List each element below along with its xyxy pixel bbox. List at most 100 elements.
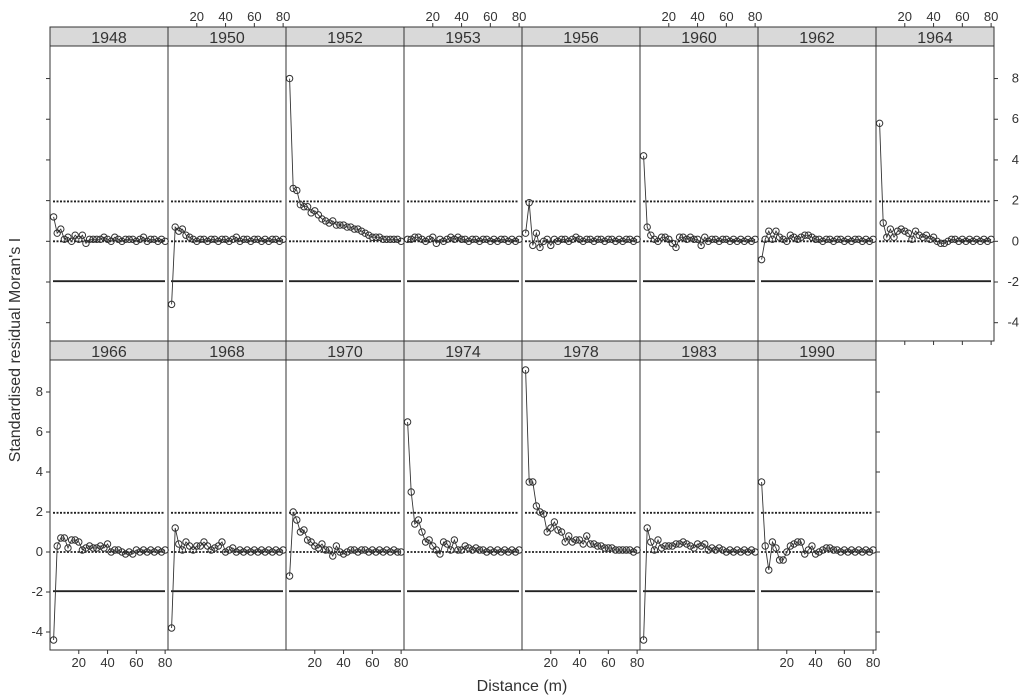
data-point xyxy=(318,540,326,548)
data-point xyxy=(421,538,430,546)
data-point xyxy=(218,235,226,243)
data-point xyxy=(865,548,874,556)
data-point xyxy=(203,237,212,246)
x-axis-label: Distance (m) xyxy=(477,678,568,695)
panel-frame xyxy=(403,359,523,651)
data-point xyxy=(622,235,631,243)
x-tick-label: 80 xyxy=(984,9,998,24)
data-point xyxy=(107,548,115,556)
data-point xyxy=(393,548,402,556)
data-point xyxy=(883,233,891,241)
data-point xyxy=(501,235,509,243)
data-point xyxy=(783,237,791,246)
data-point xyxy=(708,235,716,243)
data-point xyxy=(668,542,677,550)
data-point xyxy=(193,237,201,246)
data-point xyxy=(783,548,791,556)
data-point xyxy=(167,624,176,632)
data-point xyxy=(583,235,591,243)
x-tick-label: 20 xyxy=(898,9,912,24)
data-point xyxy=(604,235,613,243)
y-tick-label: -2 xyxy=(1007,274,1019,289)
data-point xyxy=(733,546,741,554)
panel-1983: 1983 xyxy=(639,340,759,651)
data-point xyxy=(379,235,387,243)
data-point xyxy=(379,548,387,556)
data-point xyxy=(701,233,709,241)
data-point xyxy=(439,237,448,246)
data-point xyxy=(89,235,97,243)
data-point xyxy=(71,231,79,239)
data-point xyxy=(214,237,223,246)
data-point xyxy=(236,237,244,246)
data-point xyxy=(64,233,72,241)
data-point xyxy=(265,237,273,246)
data-point xyxy=(178,546,187,554)
data-point xyxy=(525,478,533,486)
data-point xyxy=(650,546,659,554)
data-point xyxy=(722,548,731,556)
data-point xyxy=(339,221,348,229)
data-point xyxy=(407,235,415,243)
data-point xyxy=(332,221,341,229)
y-tick-label: 6 xyxy=(36,424,43,439)
data-point xyxy=(53,542,61,550)
data-point xyxy=(786,231,795,239)
data-point xyxy=(439,538,448,546)
x-tick-label: 40 xyxy=(336,655,350,670)
data-point xyxy=(508,235,516,243)
data-point xyxy=(879,219,887,227)
data-point xyxy=(250,546,259,554)
data-point xyxy=(829,237,838,246)
data-point xyxy=(747,237,756,246)
data-point xyxy=(390,546,398,554)
x-tick-label: 60 xyxy=(365,655,379,670)
data-point xyxy=(611,237,620,246)
data-point xyxy=(869,546,877,554)
data-point xyxy=(557,528,566,536)
data-point xyxy=(221,235,230,243)
data-point xyxy=(604,544,613,552)
data-point xyxy=(157,235,166,243)
data-point xyxy=(811,235,820,243)
data-point xyxy=(819,546,827,554)
data-point xyxy=(565,532,573,540)
panel-frame xyxy=(49,359,169,651)
x-tick-label: 60 xyxy=(129,655,143,670)
data-point xyxy=(472,235,480,243)
data-point xyxy=(819,237,827,246)
data-point xyxy=(118,548,126,556)
data-point xyxy=(479,235,487,243)
data-point xyxy=(486,546,495,554)
data-point xyxy=(225,237,233,246)
data-point xyxy=(147,546,155,554)
panel-title: 1983 xyxy=(681,344,717,361)
data-point xyxy=(772,544,780,552)
panel-title: 1970 xyxy=(327,344,363,361)
data-point xyxy=(672,540,680,548)
data-point xyxy=(697,241,705,250)
data-point xyxy=(947,235,956,243)
data-point xyxy=(568,538,577,546)
data-point xyxy=(744,548,752,556)
data-point xyxy=(987,235,995,243)
data-point xyxy=(243,546,251,554)
data-point xyxy=(261,235,269,243)
data-point xyxy=(461,542,469,550)
data-point xyxy=(247,237,255,246)
data-point xyxy=(590,540,598,548)
data-point xyxy=(232,548,241,556)
data-point xyxy=(844,548,852,556)
data-point xyxy=(118,237,126,246)
panel-1952: 1952 xyxy=(285,26,405,342)
data-point xyxy=(929,233,938,241)
data-point xyxy=(944,237,952,246)
data-point xyxy=(747,546,756,554)
data-point xyxy=(483,548,491,556)
data-point xyxy=(833,235,841,243)
data-point xyxy=(865,237,874,246)
data-point xyxy=(561,235,569,243)
data-point xyxy=(421,237,430,246)
data-point xyxy=(657,544,666,552)
data-point xyxy=(178,225,187,233)
